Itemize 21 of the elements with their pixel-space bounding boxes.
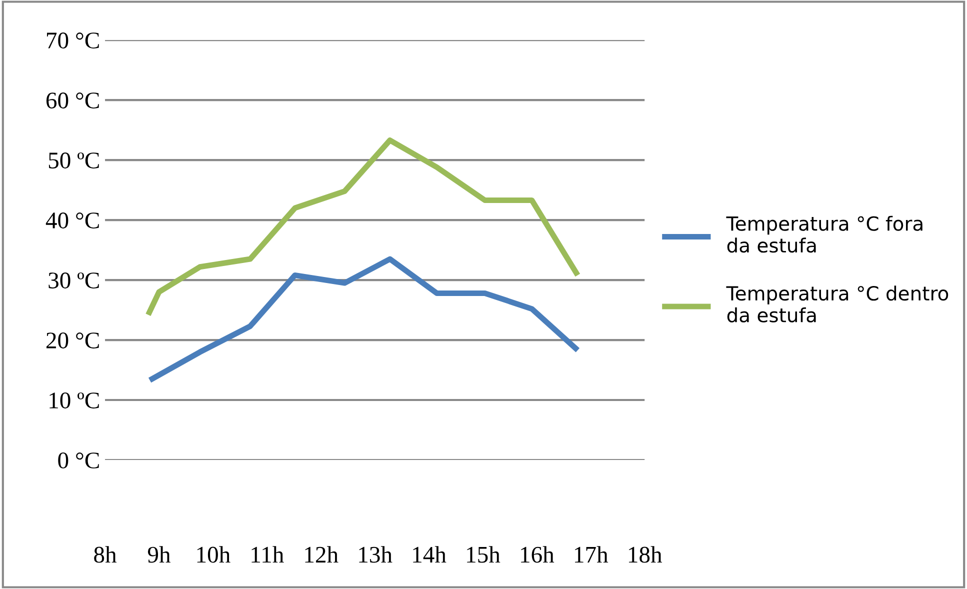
x-tick-label: 11h [252,546,284,563]
y-tick-label: 20 °C [46,332,99,348]
x-tick-label: 17h [575,546,608,563]
y-tick-label: 30 ºC [48,272,99,288]
y-tick-label: 10 ºC [50,392,99,408]
x-tick-label: 8h [94,546,117,563]
x-tick-label: 14h [413,546,446,563]
legend-label: Temperatura °C dentro da estufa [726,286,948,322]
y-tick-label: 0 °C [58,452,99,468]
y-tick-label: 70 °C [47,32,99,48]
x-tick-label: 12h [305,546,338,563]
x-tick-label: 15h [467,546,500,563]
x-tick-label: 9h [148,546,170,563]
y-tick-label: 40 °C [46,212,99,228]
legend-label: Temperatura °C fora da estufa [726,216,922,253]
x-tick-label: 16h [521,546,554,563]
y-tick-label: 60 °C [46,92,99,108]
x-tick-label: 13h [359,546,392,563]
x-tick-label: 10h [197,546,230,563]
x-tick-label: 18h [628,546,662,563]
y-tick-label: 50 ºC [48,152,99,168]
